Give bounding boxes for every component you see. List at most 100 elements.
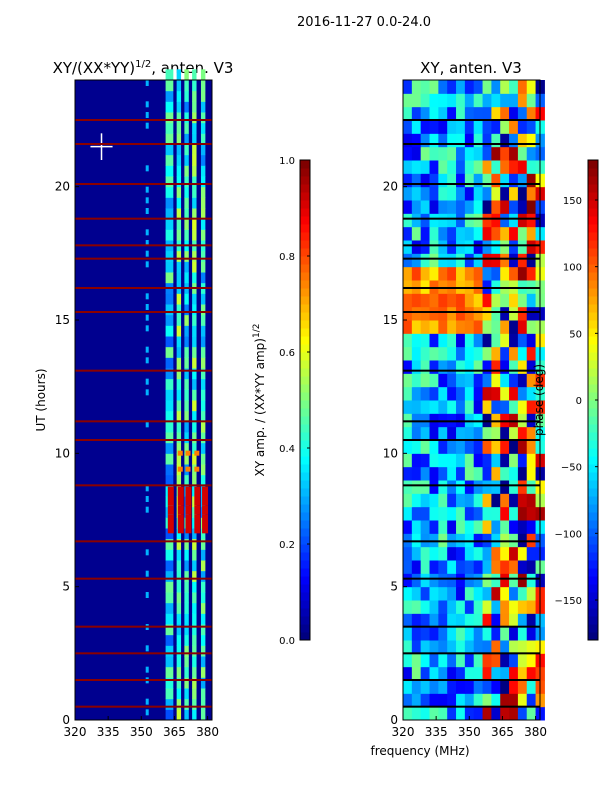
- phase-cell: [411, 533, 422, 548]
- amp-hot-cell: [177, 524, 184, 534]
- amp-cell: [200, 325, 206, 337]
- phase-cell: [517, 440, 528, 454]
- phase-cell: [456, 346, 466, 361]
- amp-cell: [176, 602, 182, 614]
- amp-cell: [165, 538, 174, 550]
- colorbar-segment: [588, 312, 598, 321]
- y-tick-label: 5: [62, 580, 70, 594]
- phase-cell: [500, 693, 510, 708]
- phase-cell: [438, 586, 448, 601]
- phase-cell: [438, 240, 448, 254]
- phase-cell: [420, 266, 431, 281]
- amp-flag-row: [75, 484, 212, 487]
- phase-cell: [429, 533, 439, 548]
- phase-flag-row: [403, 244, 540, 247]
- amp-cell: [200, 197, 206, 209]
- amp-cell: [192, 336, 197, 348]
- phase-cell: [517, 280, 528, 294]
- phase-cell: [509, 333, 519, 348]
- phase-cell: [438, 120, 448, 134]
- amp-cell: [145, 101, 149, 108]
- colorbar-segment: [300, 536, 310, 545]
- colorbar-segment: [588, 344, 598, 353]
- amp-cell: [200, 645, 206, 657]
- phase-cell: [456, 546, 466, 561]
- phase-cell: [464, 440, 475, 454]
- phase-cell: [447, 226, 457, 241]
- phase-cell: [403, 346, 413, 361]
- colorbar-segment: [300, 312, 310, 321]
- phase-cell: [447, 333, 457, 348]
- phase-cell: [482, 200, 492, 214]
- phase-cell: [447, 173, 457, 188]
- phase-cell: [509, 600, 519, 614]
- phase-cell: [403, 226, 413, 241]
- phase-cell: [464, 360, 475, 374]
- amp-cell: [200, 133, 206, 145]
- amp-cell: [145, 421, 149, 428]
- amp-cell: [192, 197, 197, 209]
- phase-cell: [420, 200, 431, 214]
- phase-cell: [456, 400, 466, 414]
- phase-cell: [447, 160, 457, 174]
- amp-colorbar: [300, 160, 310, 641]
- phase-cell: [429, 640, 439, 654]
- phase-cell: [447, 480, 457, 494]
- amp-cell: [176, 229, 182, 241]
- amp-hot-cell: [185, 486, 192, 496]
- phase-cell: [403, 666, 413, 681]
- colorbar-segment: [300, 480, 310, 489]
- amp-cell: [200, 378, 206, 390]
- phase-cell: [411, 400, 422, 414]
- phase-cell: [500, 533, 510, 548]
- amp-cell: [192, 165, 197, 177]
- phase-cell: [447, 120, 457, 134]
- phase-cell: [500, 133, 510, 148]
- phase-cell: [438, 466, 448, 481]
- phase-cell: [438, 293, 448, 308]
- amp-cell: [184, 133, 189, 145]
- phase-cell: [420, 333, 431, 348]
- phase-cell: [509, 93, 519, 108]
- amp-cell: [192, 453, 197, 465]
- phase-cell: [464, 306, 475, 321]
- amp-cell: [176, 101, 182, 113]
- phase-cell: [420, 520, 431, 534]
- amp-cell: [192, 378, 197, 390]
- amp-heatmap-frame: [74, 79, 213, 721]
- phase-cell: [420, 653, 431, 668]
- amp-cell: [200, 634, 206, 646]
- phase-cell: [517, 200, 528, 214]
- amp-cell: [200, 656, 206, 668]
- phase-cell: [403, 413, 413, 428]
- phase-cell: [473, 386, 484, 401]
- phase-cell: [526, 453, 537, 468]
- amp-cell: [192, 698, 197, 710]
- amp-cell: [184, 261, 189, 273]
- phase-cell: [491, 80, 501, 94]
- phase-cell: [464, 613, 475, 628]
- amp-cell: [145, 378, 149, 385]
- amp-cell: [176, 208, 182, 220]
- phase-cell: [509, 213, 519, 228]
- phase-cell: [456, 266, 466, 281]
- amp-cell: [192, 368, 197, 380]
- phase-cell: [517, 333, 528, 348]
- phase-cell: [473, 533, 484, 548]
- phase-cell: [429, 413, 439, 428]
- amp-cell: [145, 549, 149, 556]
- phase-cell: [411, 253, 422, 268]
- phase-cell: [429, 693, 439, 708]
- phase-cell: [491, 706, 501, 721]
- phase-cell: [429, 160, 439, 174]
- phase-cell: [517, 453, 528, 468]
- amp-y-axis-label: UT (hours): [34, 368, 48, 431]
- amp-cell: [165, 656, 174, 668]
- amp-cell: [145, 346, 149, 353]
- phase-cell: [509, 453, 519, 468]
- colorbar-segment: [588, 448, 598, 457]
- phase-cell: [464, 240, 475, 254]
- phase-cell: [438, 320, 448, 334]
- colorbar-segment: [300, 272, 310, 281]
- phase-cell: [500, 413, 510, 428]
